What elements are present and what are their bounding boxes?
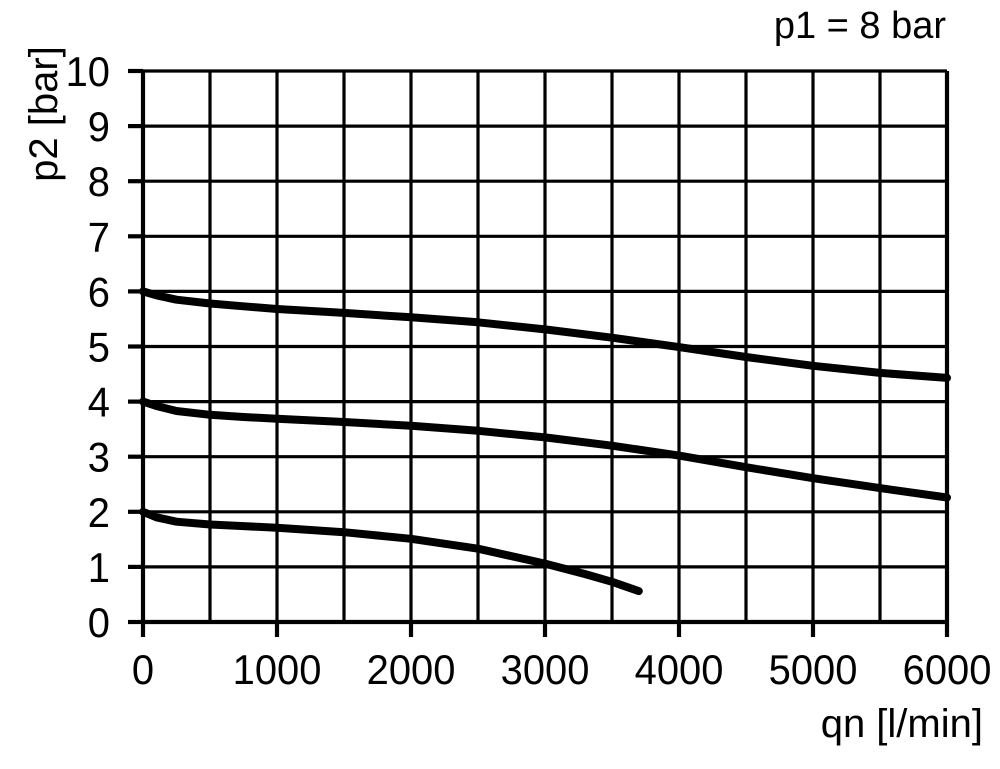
x-tick-label: 1000 xyxy=(233,646,322,693)
tick-labels: 0 1000 2000 3000 4000 5000 6000 0 1 2 3 4 5 6 7 8 9 10 xyxy=(66,48,992,693)
tick-marks xyxy=(128,68,950,637)
y-tick-label: 10 xyxy=(66,48,110,95)
x-tick-label: 4000 xyxy=(635,646,724,693)
x-tick-label: 0 xyxy=(132,646,154,693)
y-tick-label: 2 xyxy=(88,489,110,536)
x-tick-label: 5000 xyxy=(769,646,858,693)
chart-title: p1 = 8 bar xyxy=(774,5,947,47)
y-tick-label: 9 xyxy=(88,103,110,150)
curve-p2-4bar xyxy=(139,397,951,502)
curve-p2-6bar xyxy=(139,287,951,382)
x-axis-label: qn [l/min] xyxy=(821,702,983,746)
curves xyxy=(139,287,951,596)
y-tick-label: 8 xyxy=(88,158,110,205)
grid-lines xyxy=(141,69,949,624)
x-tick-label: 2000 xyxy=(367,646,456,693)
y-tick-label: 6 xyxy=(88,268,110,315)
y-axis-label: p2 [bar] xyxy=(22,46,66,182)
y-tick-label: 1 xyxy=(88,544,110,591)
curve-p2-2bar xyxy=(139,507,643,596)
y-tick-label: 0 xyxy=(88,599,110,646)
y-tick-label: 3 xyxy=(88,434,110,481)
y-tick-label: 7 xyxy=(88,213,110,260)
y-tick-label: 5 xyxy=(88,324,110,371)
x-tick-label: 6000 xyxy=(903,646,992,693)
x-tick-label: 3000 xyxy=(501,646,590,693)
y-tick-label: 4 xyxy=(88,379,110,426)
